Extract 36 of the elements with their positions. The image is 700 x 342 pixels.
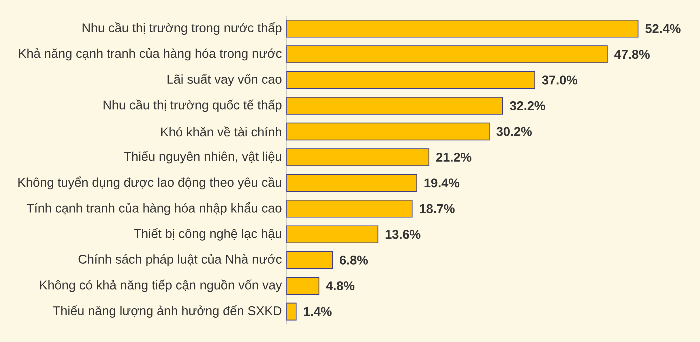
y-tick-label: Khả năng cạnh tranh của hàng hóa trong nước: [19, 48, 282, 61]
y-tick-label: Khó khăn về tài chính: [162, 126, 282, 137]
bar: [286, 226, 379, 244]
bar: [286, 174, 418, 192]
y-tick-label: Tính cạnh tranh của hàng hóa nhập khẩu cao: [26, 202, 282, 216]
bar: [286, 71, 536, 90]
bar: [286, 302, 297, 321]
data-label: 13.6%: [386, 230, 421, 240]
y-tick-label: Thiết bị công nghệ lạc hậu: [134, 228, 282, 241]
bar: [286, 277, 320, 295]
bar: [286, 20, 639, 38]
data-label: 19.4%: [424, 178, 460, 188]
data-label: 6.8%: [340, 256, 368, 265]
bar: [286, 46, 608, 64]
data-label: 1.4%: [304, 307, 332, 316]
data-label: 47.8%: [614, 50, 650, 60]
data-label: 37.0%: [542, 76, 578, 85]
data-label: 32.2%: [510, 102, 546, 111]
data-label: 21.2%: [436, 152, 472, 162]
y-tick-label: Không tuyển dụng được lao động theo yêu cầu: [18, 176, 282, 190]
data-label: 4.8%: [326, 282, 355, 291]
bar: [286, 200, 413, 218]
y-tick-label: Thiếu nguyên nhiên, vật liệu: [124, 151, 282, 164]
y-tick-label: Chính sách pháp luật của Nhà nước: [78, 254, 282, 266]
bar: [286, 97, 504, 115]
y-tick-label: Nhu cầu thị trường trong nước thấp: [82, 22, 282, 36]
y-tick-label: Thiếu năng lượng ảnh hưởng đến SXKD: [53, 306, 282, 318]
data-label: 52.4%: [646, 24, 681, 34]
bar: [286, 122, 490, 141]
y-tick-label: Không có khả năng tiếp cận nguồn vốn vay: [40, 280, 282, 292]
y-tick-label: Lãi suất vay vốn cao: [168, 74, 282, 86]
y-tick-label: Nhu cầu thị trường quốc tế thấp: [104, 100, 282, 112]
bar: [286, 148, 430, 166]
data-label: 18.7%: [420, 204, 455, 214]
data-label: 30.2%: [496, 127, 532, 136]
bar: [286, 251, 333, 270]
